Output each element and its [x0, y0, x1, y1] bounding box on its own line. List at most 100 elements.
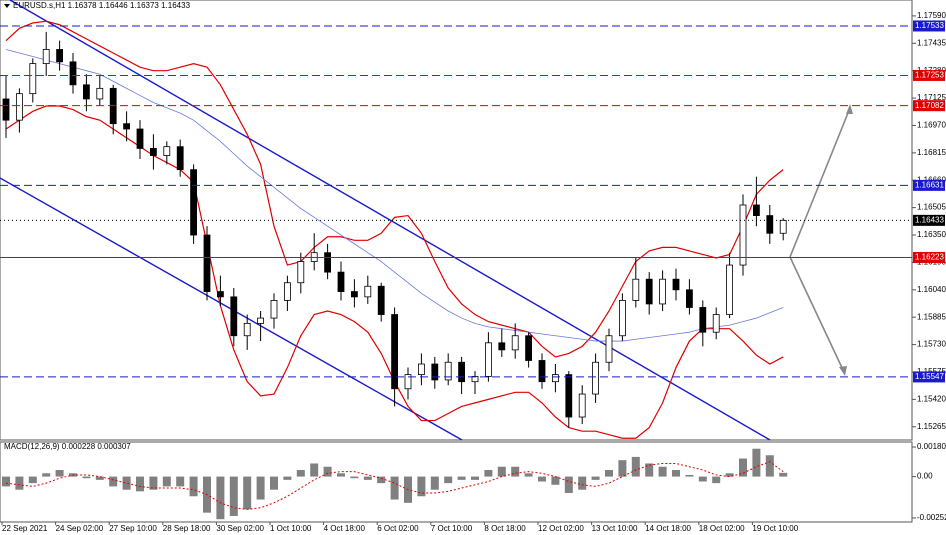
candle-body	[632, 278, 640, 301]
x-tick-label: 22 Sep 2021	[2, 524, 48, 533]
candle-body	[69, 61, 77, 86]
x-tick-label: 7 Oct 10:00	[431, 524, 473, 533]
indicator-line	[5, 49, 784, 342]
candle-body	[552, 374, 559, 383]
candle-body	[83, 84, 90, 100]
y-tick-label: 1.17435	[917, 38, 946, 47]
macd-bar	[605, 470, 613, 477]
candle-body	[391, 314, 399, 390]
candle-body	[149, 148, 157, 156]
macd-bar	[109, 476, 118, 487]
macd-bar	[243, 476, 252, 510]
macd-bar	[712, 476, 721, 484]
candle-body	[337, 271, 345, 292]
candle-body	[471, 375, 479, 383]
forecast-arrow	[789, 107, 851, 258]
level-label: 1.17082	[915, 101, 944, 110]
candle-body	[431, 363, 439, 381]
candle-body	[404, 374, 412, 390]
macd-bar	[430, 476, 439, 490]
macd-bar	[417, 476, 426, 497]
macd-bar	[283, 476, 292, 480]
candle-body	[712, 314, 720, 333]
x-tick-label: 27 Sep 10:00	[109, 524, 157, 533]
candle-body	[726, 264, 733, 315]
macd-bar	[350, 476, 359, 479]
macd-bar	[618, 460, 627, 477]
macd-bar	[725, 473, 734, 477]
x-tick-label: 19 Oct 10:00	[752, 524, 798, 533]
level-label-box	[913, 69, 945, 81]
macd-bar	[591, 476, 600, 480]
y-tick-label: 1.16350	[917, 230, 946, 239]
macd-bar	[645, 463, 654, 477]
level-label-box	[913, 20, 945, 32]
level-label: 1.17533	[915, 21, 944, 30]
macd-title: MACD(12,26,9) 0.000228 0.000307	[4, 442, 131, 451]
macd-bar	[377, 476, 386, 484]
chart-title: EURUSD.s,H1 1.16378 1.16446 1.16373 1.16…	[13, 1, 191, 10]
macd-bar	[484, 470, 493, 477]
candle-body	[766, 215, 774, 234]
candle-body	[96, 87, 104, 100]
x-tick-label: 24 Sep 02:00	[56, 524, 104, 533]
x-tick-label: 6 Oct 02:00	[377, 524, 419, 533]
macd-bar	[189, 476, 198, 497]
macd-bar	[497, 466, 506, 477]
macd-bar	[672, 470, 680, 477]
macd-bar	[42, 473, 51, 477]
macd-bar	[658, 466, 667, 477]
candle-body	[498, 342, 506, 351]
macd-bar	[270, 476, 278, 490]
macd-bar	[296, 470, 305, 477]
macd-bar	[698, 476, 707, 482]
plot	[2, 20, 787, 439]
macd-bar	[631, 456, 640, 477]
candle-body	[203, 234, 211, 292]
candle-body	[136, 128, 144, 149]
candle-body	[123, 123, 130, 130]
candle-body	[699, 307, 707, 333]
candle-body	[605, 335, 613, 363]
macd-bar	[229, 476, 238, 516]
candle-body	[739, 204, 747, 266]
y-tick-label: 1.16040	[917, 285, 946, 294]
candle-body	[645, 278, 653, 305]
candle-body	[659, 278, 666, 305]
candle-body	[297, 261, 305, 284]
forecast-arrow	[789, 256, 845, 373]
macd-bar	[752, 448, 761, 477]
x-tick-label: 18 Oct 02:00	[699, 524, 745, 533]
candle-body	[592, 361, 599, 395]
candle-body	[578, 393, 586, 418]
candle-body	[364, 285, 372, 298]
x-tick-label: 28 Sep 18:00	[163, 524, 211, 533]
candle-body	[324, 252, 332, 273]
x-tick-label: 8 Oct 18:00	[484, 524, 526, 533]
candle-body	[565, 374, 573, 418]
macd-bar	[162, 476, 171, 487]
macd-bar	[444, 476, 453, 484]
level-label-box	[913, 214, 945, 226]
x-tick-label: 13 Oct 10:00	[592, 524, 638, 533]
y-tick-label: 1.17590	[917, 11, 946, 20]
y-tick-label: 1.15265	[917, 422, 946, 431]
macd-bar	[176, 476, 185, 487]
x-tick-label: 14 Oct 18:00	[645, 524, 691, 533]
level-label: 1.16631	[915, 180, 944, 189]
level-label-box	[913, 251, 945, 263]
macd-bar	[310, 463, 319, 477]
macd-bar	[216, 476, 225, 520]
candle-body	[216, 291, 224, 298]
y-tick-label: 0.00	[917, 472, 933, 481]
candle-body	[350, 291, 358, 298]
candle-body	[753, 204, 760, 216]
macd-bar	[471, 476, 479, 480]
candle-body	[511, 335, 519, 351]
macd-bar	[122, 476, 131, 490]
y-tick-label: 0.001803	[917, 442, 946, 451]
level-label-box	[913, 179, 945, 191]
x-tick-label: 30 Sep 02:00	[216, 524, 264, 533]
macd-bar	[363, 476, 372, 480]
